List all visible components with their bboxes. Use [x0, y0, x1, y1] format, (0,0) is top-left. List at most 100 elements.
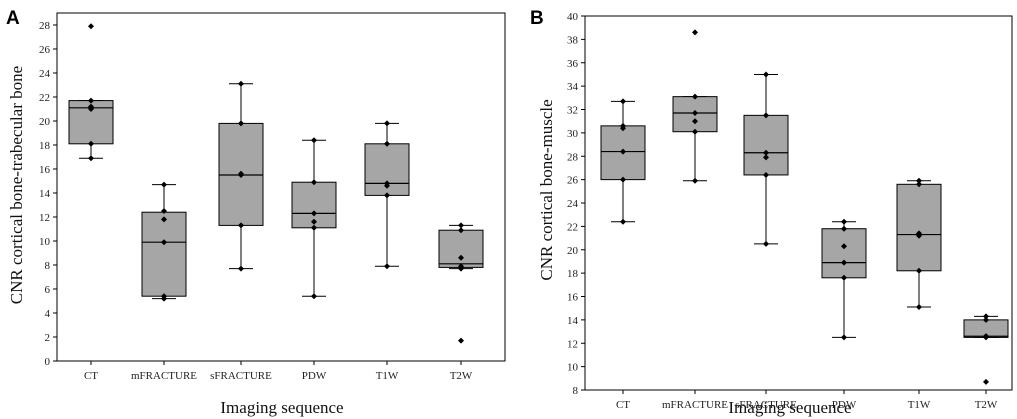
data-point	[88, 97, 94, 104]
data-point	[88, 106, 94, 112]
data-point	[692, 118, 698, 125]
data-point	[763, 171, 769, 178]
data-point	[311, 218, 317, 225]
panel-b-box-T1W	[896, 177, 942, 311]
panel-b-y-tick-label: 24	[567, 198, 579, 210]
data-point	[916, 304, 922, 311]
data-point	[763, 71, 769, 78]
panel-b-x-tick-label: CT	[616, 399, 630, 411]
data-point	[238, 222, 244, 229]
panel-b-y-tick-label: 40	[567, 11, 579, 23]
panel-b-y-tick-label: 10	[567, 362, 579, 374]
panel-b-y-tick-label: 28	[567, 151, 579, 163]
data-point	[161, 239, 167, 246]
data-point	[841, 334, 847, 341]
data-point	[692, 29, 698, 36]
panel-b-y-tick-label: 30	[567, 128, 579, 140]
panel-b-y-tick-label: 22	[567, 221, 578, 233]
data-point	[763, 154, 769, 161]
iqr-box	[821, 228, 867, 279]
data-point	[841, 274, 847, 281]
panel-a-x-tick-label: mFRACTURE	[131, 370, 197, 382]
iqr-box	[141, 211, 187, 297]
data-point	[763, 149, 769, 156]
panel-a-y-tick-label: 12	[39, 212, 50, 224]
data-point	[311, 224, 317, 231]
panel-a-y-tick-label: 0	[45, 356, 51, 368]
panel-a-y-tick-label: 10	[39, 236, 51, 248]
panel-b-y-tick-label: 14	[567, 315, 579, 327]
data-point	[88, 155, 94, 162]
panel-a: A CNR cortical bone-trabecular bone Imag…	[6, 8, 506, 417]
data-point	[763, 112, 769, 119]
panel-a-y-tick-label: 24	[39, 68, 51, 80]
data-point	[311, 293, 317, 300]
panel-b-y-tick-label: 34	[567, 81, 579, 93]
data-point	[763, 240, 769, 247]
data-point	[620, 125, 626, 132]
panel-a-box-mFRACTURE	[141, 181, 187, 302]
panel-a-x-tick-label: T2W	[450, 370, 473, 382]
data-point	[384, 263, 390, 270]
panel-a-y-tick-label: 8	[45, 260, 51, 272]
panel-b-box-CT	[600, 98, 646, 225]
panel-a-y-tick-label: 20	[39, 116, 51, 128]
panel-b-plot-frame	[584, 15, 1013, 391]
data-point	[620, 148, 626, 155]
data-point	[311, 179, 317, 186]
panel-a-box-PDW	[291, 137, 337, 300]
panel-b-y-tick-label: 36	[567, 58, 579, 70]
data-point	[161, 295, 167, 302]
panel-b-x-tick-label: sFRACTURE	[735, 399, 797, 411]
data-point	[916, 232, 922, 239]
data-point	[458, 337, 464, 344]
data-point	[916, 181, 922, 188]
data-point	[916, 177, 922, 184]
data-point	[311, 210, 317, 217]
panel-a-y-tick-label: 28	[39, 20, 51, 32]
panel-b-x-axis-title: Imaging sequence	[728, 398, 851, 417]
panel-a-y-tick-label: 14	[39, 188, 51, 200]
data-point	[692, 93, 698, 100]
iqr-box	[438, 229, 484, 268]
panel-a-x-tick-label: sFRACTURE	[210, 370, 272, 382]
data-point	[458, 265, 464, 272]
panel-b-x-tick-label: T2W	[975, 399, 998, 411]
panel-b-y-tick-label: 26	[567, 175, 579, 187]
data-point	[983, 333, 989, 340]
panel-b-x-tick-label: T1W	[908, 399, 931, 411]
data-point	[238, 172, 244, 178]
data-point	[161, 181, 167, 188]
data-point	[458, 254, 464, 261]
data-point	[692, 177, 698, 184]
panel-b-y-tick-label: 18	[567, 268, 579, 280]
data-point	[458, 222, 464, 229]
data-point	[620, 98, 626, 105]
data-point	[620, 218, 626, 225]
panel-b-box-T2W	[963, 313, 1009, 385]
panel-a-y-tick-label: 16	[39, 164, 51, 176]
panel-a-x-tick-label: PDW	[302, 370, 327, 382]
panel-a-box-CT	[68, 23, 114, 162]
panel-b-x-tick-label: mFRACTURE	[662, 399, 728, 411]
panel-b: B CNR cortical bone-muscle Imaging seque…	[530, 8, 1013, 417]
panel-b-y-tick-label: 8	[573, 385, 579, 397]
data-point	[916, 267, 922, 274]
panel-b-box-PDW	[821, 218, 867, 341]
panel-b-y-tick-label: 16	[567, 292, 579, 304]
data-point	[692, 128, 698, 135]
panel-b-y-tick-label: 20	[567, 245, 579, 257]
data-point	[983, 313, 989, 320]
data-point	[384, 140, 390, 147]
panel-b-x-tick-label: PDW	[832, 399, 857, 411]
panel-a-plot-frame	[56, 12, 506, 362]
panel-a-y-tick-label: 6	[45, 284, 51, 296]
data-point	[620, 176, 626, 183]
data-point	[311, 137, 317, 144]
data-point	[983, 378, 989, 385]
panel-b-box-sFRACTURE	[743, 71, 789, 247]
panel-a-y-tick-label: 26	[39, 44, 51, 56]
data-point	[841, 218, 847, 225]
panel-b-y-axis-title: CNR cortical bone-muscle	[537, 99, 556, 280]
